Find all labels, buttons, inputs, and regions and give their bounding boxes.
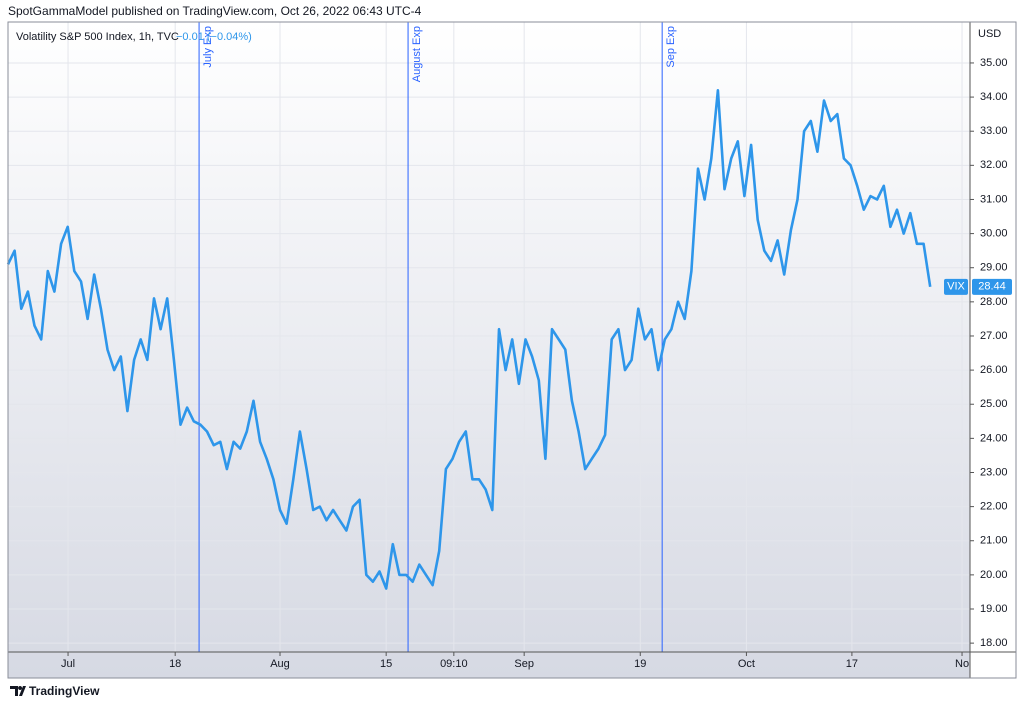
x-tick-label: 19 bbox=[634, 658, 646, 670]
frame bbox=[7, 21, 1017, 679]
price-line bbox=[6, 89, 932, 590]
y-tick-label: 26.00 bbox=[980, 364, 1008, 376]
x-tick-label: Oct bbox=[738, 658, 755, 670]
y-tick-label: 28.00 bbox=[980, 296, 1008, 308]
last-value-label: 28.44 bbox=[978, 281, 1006, 293]
x-tick-label: 09:10 bbox=[440, 658, 468, 670]
axis-background bbox=[970, 22, 1016, 678]
y-tick-label: 25.00 bbox=[980, 398, 1008, 410]
legend-title: Volatility S&P 500 Index, 1h, TVC bbox=[16, 31, 179, 43]
plot-background bbox=[8, 22, 970, 678]
y-tick-label: 34.00 bbox=[980, 91, 1008, 103]
currency: USD bbox=[978, 28, 1001, 40]
expiry-label: Sep Exp bbox=[665, 26, 677, 68]
y-tick-label: 21.00 bbox=[980, 535, 1008, 547]
y-tick-label: 23.00 bbox=[980, 466, 1008, 478]
x-tick-label: 18 bbox=[169, 658, 181, 670]
expiry-label: July Exp bbox=[202, 26, 214, 68]
x-tick-label: 15 bbox=[380, 658, 392, 670]
y-tick-label: 35.00 bbox=[980, 57, 1008, 69]
tradingview-logo bbox=[10, 686, 26, 696]
y-tick-label: 19.00 bbox=[980, 603, 1008, 615]
x-tick-label: Aug bbox=[270, 658, 290, 670]
x-tick-label: Jul bbox=[61, 658, 75, 670]
y-tick-label: 33.00 bbox=[980, 125, 1008, 137]
y-tick-label: 29.00 bbox=[980, 262, 1008, 274]
header: SpotGammaModel published on TradingView.… bbox=[8, 4, 422, 18]
y-tick-label: 32.00 bbox=[980, 159, 1008, 171]
y-tick-label: 27.00 bbox=[980, 330, 1008, 342]
y-tick-label: 22.00 bbox=[980, 501, 1008, 513]
expiry-label: August Exp bbox=[411, 26, 423, 82]
x-tick-label: 17 bbox=[846, 658, 858, 670]
series-name: VIX bbox=[947, 281, 965, 293]
last-value-box bbox=[972, 278, 1012, 295]
y-tick-label: 24.00 bbox=[980, 432, 1008, 444]
y-tick-label: 18.00 bbox=[980, 637, 1008, 649]
y-tick-label: 31.00 bbox=[980, 193, 1008, 205]
y-tick-label: 20.00 bbox=[980, 569, 1008, 581]
x-tick-label: Sep bbox=[514, 658, 534, 670]
legend-change: −0.01 (−0.04%) bbox=[176, 31, 252, 43]
series-name-box bbox=[944, 278, 968, 295]
x-tick-label: No bbox=[955, 658, 969, 670]
y-tick-label: 30.00 bbox=[980, 227, 1008, 239]
footer-brand: TradingView bbox=[29, 684, 100, 698]
